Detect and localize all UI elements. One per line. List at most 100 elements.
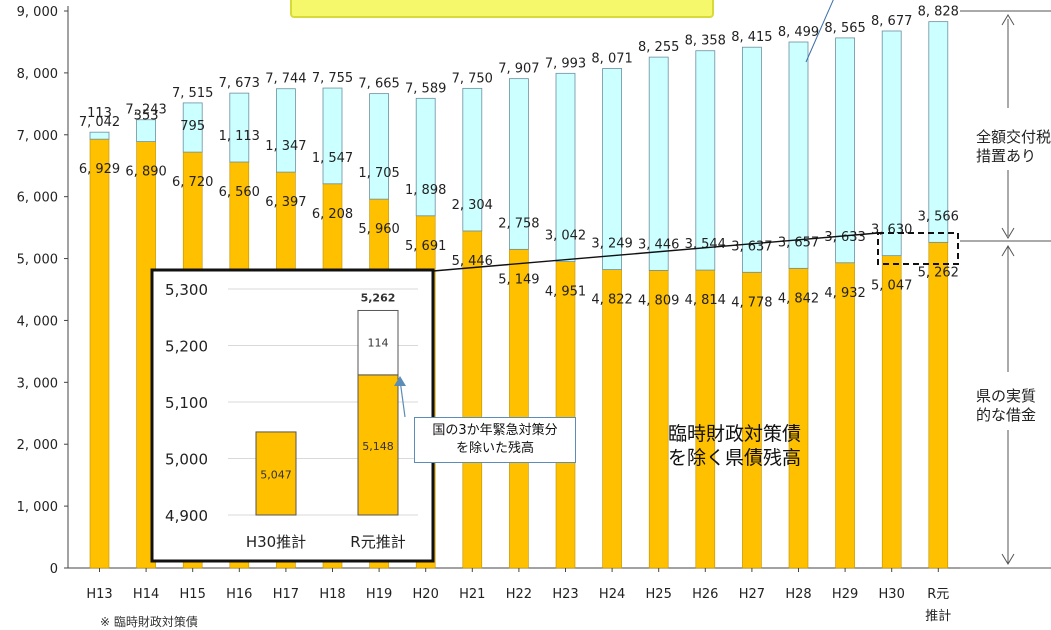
callout-arrowhead bbox=[394, 376, 406, 386]
inset-y-tick-label: 5,200 bbox=[165, 338, 208, 356]
top-value-label: 795 bbox=[180, 119, 205, 134]
bottom-value-label: 6, 890 bbox=[125, 165, 166, 180]
inset-x-tick-label: H30推計 bbox=[246, 533, 306, 551]
x-tick-label: H17 bbox=[273, 587, 299, 602]
total-value-label: 8, 828 bbox=[918, 5, 959, 20]
top-value-label: 1, 898 bbox=[405, 183, 446, 198]
top-value-label: 3, 566 bbox=[918, 209, 959, 224]
title-banner bbox=[290, 0, 714, 18]
inset-y-tick-label: 5,000 bbox=[165, 451, 208, 469]
top-value-label: 3, 633 bbox=[824, 230, 865, 245]
bottom-value-label: 4, 809 bbox=[638, 293, 679, 308]
top-value-label: 2, 758 bbox=[498, 216, 539, 231]
y-tick-label: 0 bbox=[50, 562, 58, 577]
inset-base-label: 5,148 bbox=[362, 440, 394, 453]
y-tick-label: 6, 000 bbox=[17, 191, 58, 206]
x-tick-label: H13 bbox=[86, 587, 112, 602]
bar-top-segment bbox=[742, 46, 762, 273]
bar-top-segment bbox=[462, 87, 483, 232]
top-value-label: 1, 705 bbox=[358, 166, 399, 181]
lower-bracket-label: 県の実質 的な借金 bbox=[976, 387, 1037, 424]
callout-pointer-line bbox=[399, 379, 406, 418]
bar-top-segment bbox=[881, 30, 902, 257]
banner-pointer-line bbox=[805, 0, 834, 63]
bottom-value-label: 6, 560 bbox=[219, 185, 260, 200]
total-value-label: 7, 993 bbox=[545, 56, 586, 71]
inset-connector-line bbox=[432, 232, 879, 272]
bottom-value-label: 5, 446 bbox=[452, 254, 493, 269]
y-tick-label: 2, 000 bbox=[17, 438, 58, 453]
bottom-value-label: 4, 814 bbox=[685, 293, 726, 308]
inset-bar-extra bbox=[357, 309, 399, 376]
top-value-label: 3, 657 bbox=[778, 235, 819, 250]
bar-bottom-segment bbox=[742, 271, 762, 569]
bottom-value-label: 5, 960 bbox=[358, 222, 399, 237]
total-value-label: 8, 677 bbox=[871, 14, 912, 29]
x-tick-label: H26 bbox=[692, 587, 718, 602]
top-value-label: 1, 547 bbox=[312, 151, 353, 166]
top-value-label: 3, 630 bbox=[871, 223, 912, 238]
inset-y-tick-label: 5,100 bbox=[165, 394, 208, 412]
upper-bracket-label: 全額交付税 措置あり bbox=[976, 128, 1051, 165]
bar-top-segment bbox=[835, 37, 855, 264]
total-value-label: 8, 358 bbox=[685, 34, 726, 49]
x-tick-label: H22 bbox=[506, 587, 532, 602]
inset-y-tick-label: 4,900 bbox=[165, 507, 208, 525]
bar-top-segment bbox=[602, 68, 622, 270]
bar-bottom-segment bbox=[555, 261, 576, 569]
bottom-value-label: 5, 047 bbox=[871, 279, 912, 294]
bar-bottom-segment bbox=[835, 262, 855, 569]
bar-top-segment bbox=[89, 131, 110, 140]
bar-top-segment bbox=[695, 50, 716, 271]
y-tick-label: 5, 000 bbox=[17, 253, 58, 268]
bar-bottom-segment bbox=[648, 270, 669, 569]
bottom-value-label: 5, 149 bbox=[498, 272, 539, 287]
x-tick-label: H30 bbox=[879, 587, 905, 602]
highlight-dashed-box bbox=[877, 232, 959, 265]
total-value-label: 8, 565 bbox=[824, 21, 865, 36]
bar-bottom-segment bbox=[881, 255, 902, 569]
total-value-label: 7, 744 bbox=[265, 72, 306, 87]
x-tick-label: H18 bbox=[319, 587, 345, 602]
bar-top-segment bbox=[648, 56, 669, 271]
bottom-value-label: 5, 691 bbox=[405, 239, 446, 254]
inset-x-tick-label: R元推計 bbox=[350, 533, 405, 551]
total-value-label: 7, 589 bbox=[405, 81, 446, 96]
total-value-label: 8, 071 bbox=[591, 51, 632, 66]
top-value-label: 113 bbox=[87, 106, 112, 121]
total-value-label: 8, 255 bbox=[638, 40, 679, 55]
bar-bottom-segment bbox=[509, 249, 529, 569]
bottom-value-label: 5, 262 bbox=[918, 265, 959, 280]
bar-top-segment bbox=[136, 119, 157, 142]
top-value-label: 353 bbox=[134, 109, 159, 124]
y-tick-label: 8, 000 bbox=[17, 67, 58, 82]
inset-bar-base bbox=[357, 374, 399, 516]
x-tick-label: H19 bbox=[366, 587, 392, 602]
bracket-arrowhead bbox=[1001, 227, 1015, 239]
bottom-value-label: 4, 822 bbox=[591, 293, 632, 308]
bar-top-segment bbox=[275, 88, 296, 173]
y-tick-label: 9, 000 bbox=[17, 5, 58, 20]
total-value-label: 7, 750 bbox=[452, 71, 493, 86]
bar-top-segment bbox=[788, 41, 809, 269]
total-value-label: 7, 042 bbox=[79, 115, 120, 130]
footnote: ※ 臨時財政対策債 bbox=[100, 615, 198, 629]
bar-top-segment bbox=[229, 92, 250, 163]
bar-bottom-segment bbox=[788, 268, 809, 569]
bottom-value-label: 6, 720 bbox=[172, 175, 213, 190]
inset-base-label: 5,047 bbox=[260, 468, 292, 481]
x-tick-label: H20 bbox=[413, 587, 439, 602]
bottom-value-label: 4, 778 bbox=[731, 295, 772, 310]
bar-top-segment bbox=[322, 87, 343, 185]
inset-total-label: 5,262 bbox=[361, 291, 396, 304]
bar-top-segment bbox=[555, 72, 576, 262]
y-tick-label: 7, 000 bbox=[17, 129, 58, 144]
bracket-arrowhead bbox=[1001, 14, 1015, 26]
inset-callout: 国の3か年緊急対策分 を除いた残高 bbox=[414, 417, 576, 463]
x-tick-label: H27 bbox=[739, 587, 765, 602]
x-tick-label: R元 bbox=[927, 587, 949, 602]
bracket-arrowhead bbox=[1001, 245, 1015, 257]
bar-top-segment bbox=[928, 21, 949, 243]
total-value-label: 7, 755 bbox=[312, 71, 353, 86]
